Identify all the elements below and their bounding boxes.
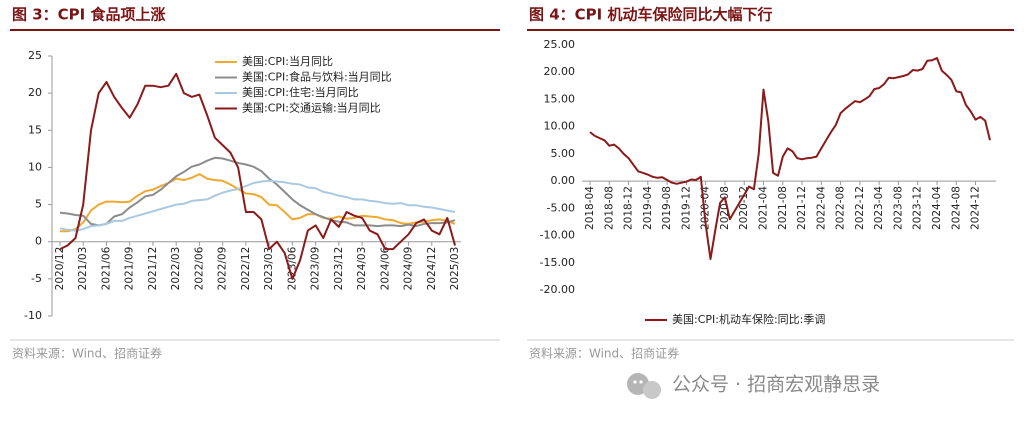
x-tick-label: 2024/06 <box>379 246 391 290</box>
x-tick-label: 2020-12 <box>738 186 750 230</box>
y-tick-label: 10.00 <box>544 120 576 133</box>
x-tick-label: 2024-04 <box>931 186 943 230</box>
legend-label: 美国:CPI:当月同比 <box>242 54 333 68</box>
legend-label: 美国:CPI:机动车保险:同比:季调 <box>672 312 825 326</box>
x-tick-label: 2024/03 <box>356 247 368 291</box>
x-tick-label: 2019-04 <box>642 186 654 230</box>
x-tick-label: 2021/12 <box>147 247 159 291</box>
x-tick-label: 2021/09 <box>124 247 136 291</box>
x-tick-label: 2024-08 <box>950 186 962 230</box>
source: 资料来源：Wind、招商证券 <box>529 346 679 361</box>
chart-title: 图 3：CPI 食品项上涨 <box>12 6 165 24</box>
chart-title: 图 4：CPI 机动车保险同比大幅下行 <box>529 6 772 24</box>
y-tick-label: -10.00 <box>540 229 575 242</box>
y-tick-label: 25 <box>28 49 42 62</box>
watermark: 公众号 · 招商宏观静思录 <box>672 374 880 396</box>
y-tick-label: 5.00 <box>551 147 576 160</box>
legend-label: 美国:CPI:住宅:当月同比 <box>242 85 359 99</box>
x-tick-label: 2021-12 <box>796 186 808 230</box>
x-tick-label: 2024/09 <box>403 247 415 291</box>
series-line <box>589 57 991 260</box>
y-tick-label: 15 <box>28 123 42 136</box>
x-tick-label: 2018-08 <box>603 186 615 230</box>
y-tick-label: 15.00 <box>544 92 576 105</box>
x-tick-label: 2020-08 <box>719 186 731 230</box>
x-tick-label: 2022-12 <box>854 186 866 230</box>
x-tick-label: 2025/03 <box>449 247 461 291</box>
x-tick-label: 2018-04 <box>584 186 596 230</box>
x-tick-label: 2022/06 <box>193 246 205 290</box>
y-tick-label: -10 <box>24 309 42 322</box>
source: 资料来源：Wind、招商证券 <box>12 346 162 361</box>
x-tick-label: 2023-04 <box>873 186 885 230</box>
series-line <box>59 179 456 232</box>
y-tick-label: 20 <box>28 86 42 99</box>
x-tick-label: 2019-12 <box>680 186 692 230</box>
y-tick-label: -5 <box>31 272 42 285</box>
y-tick-label: 0 <box>35 235 42 248</box>
legend-label: 美国:CPI:交通运输:当月同比 <box>242 101 381 115</box>
x-tick-label: 2019-08 <box>661 186 673 230</box>
series-line <box>59 72 456 280</box>
x-tick-label: 2022/09 <box>217 247 229 291</box>
y-tick-label: -5.00 <box>547 201 575 214</box>
x-tick-label: 2023/06 <box>286 246 298 290</box>
x-tick-label: 2024/12 <box>426 247 438 291</box>
x-tick-label: 2023/03 <box>263 247 275 291</box>
x-tick-label: 2023-12 <box>912 186 924 230</box>
y-tick-label: 20.00 <box>544 65 576 78</box>
x-tick-label: 2022-08 <box>835 186 847 230</box>
x-tick-label: 2021-04 <box>757 186 769 230</box>
legend-label: 美国:CPI:食品与饮料:当月同比 <box>242 70 392 84</box>
y-tick-label: -20.00 <box>540 283 575 296</box>
y-tick-label: 0.00 <box>551 174 576 187</box>
x-tick-label: 2021-08 <box>777 186 789 230</box>
x-tick-label: 2023-08 <box>892 186 904 230</box>
series-line <box>60 173 456 233</box>
x-tick-label: 2024-12 <box>970 186 982 230</box>
x-tick-label: 2020/12 <box>54 247 66 291</box>
x-tick-label: 2018-12 <box>623 186 635 230</box>
y-tick-label: 25.00 <box>544 38 576 51</box>
y-tick-label: 5 <box>35 198 42 211</box>
x-tick-label: 2023/12 <box>333 247 345 291</box>
series-line <box>59 156 456 228</box>
watermark-icon <box>627 373 661 399</box>
y-tick-label: -15.00 <box>540 256 575 269</box>
x-tick-label: 2021/03 <box>77 247 89 291</box>
x-tick-label: 2023/09 <box>310 247 322 291</box>
x-tick-label: 2021/06 <box>100 246 112 290</box>
x-tick-label: 2022/03 <box>170 247 182 291</box>
x-tick-label: 2022-04 <box>815 186 827 230</box>
y-tick-label: 10 <box>28 160 42 173</box>
x-tick-label: 2022/12 <box>240 247 252 291</box>
